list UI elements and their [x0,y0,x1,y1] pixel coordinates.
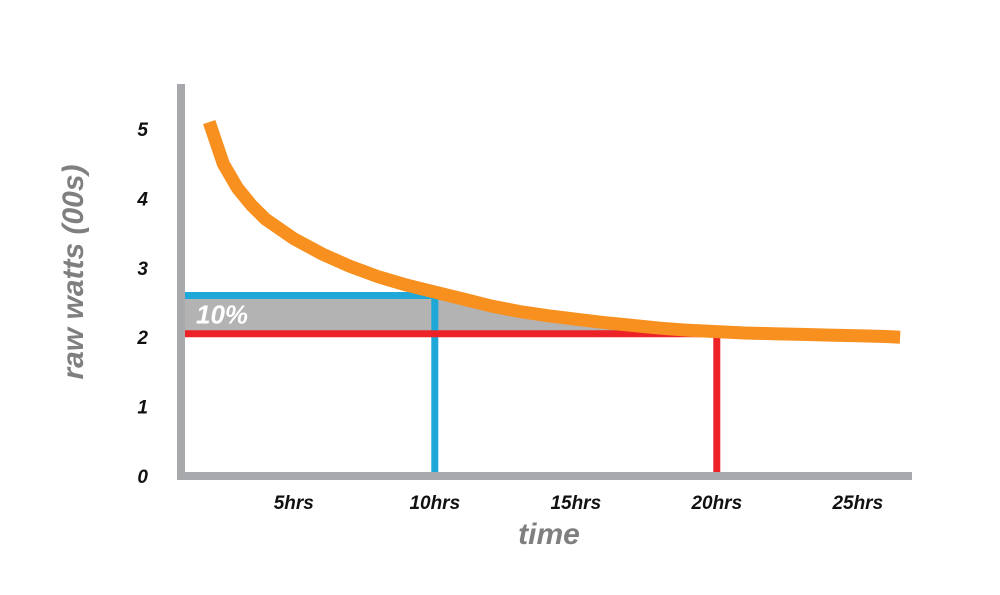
y-axis-title: raw watts (00s) [57,164,90,379]
x-axis-title: time [518,518,580,551]
y-tick-label: 4 [136,189,148,210]
band-label: 10% [196,300,248,330]
y-tick-label: 2 [136,328,148,349]
y-tick-label: 5 [137,120,148,141]
decay-curve [203,120,901,344]
reference-lines [185,292,721,472]
x-tick-labels: 5hrs 10hrs 15hrs 20hrs 25hrs [274,493,883,514]
x-tick-label: 10hrs [409,493,460,514]
y-tick-labels: 0 1 2 3 4 5 [136,120,148,488]
y-tick-label: 1 [137,398,148,419]
y-tick-label: 3 [137,259,148,280]
x-tick-label: 15hrs [550,493,601,514]
x-tick-label: 20hrs [690,493,742,514]
x-tick-label: 5hrs [274,493,314,514]
y-tick-label: 0 [137,467,148,488]
x-tick-label: 25hrs [831,493,883,514]
